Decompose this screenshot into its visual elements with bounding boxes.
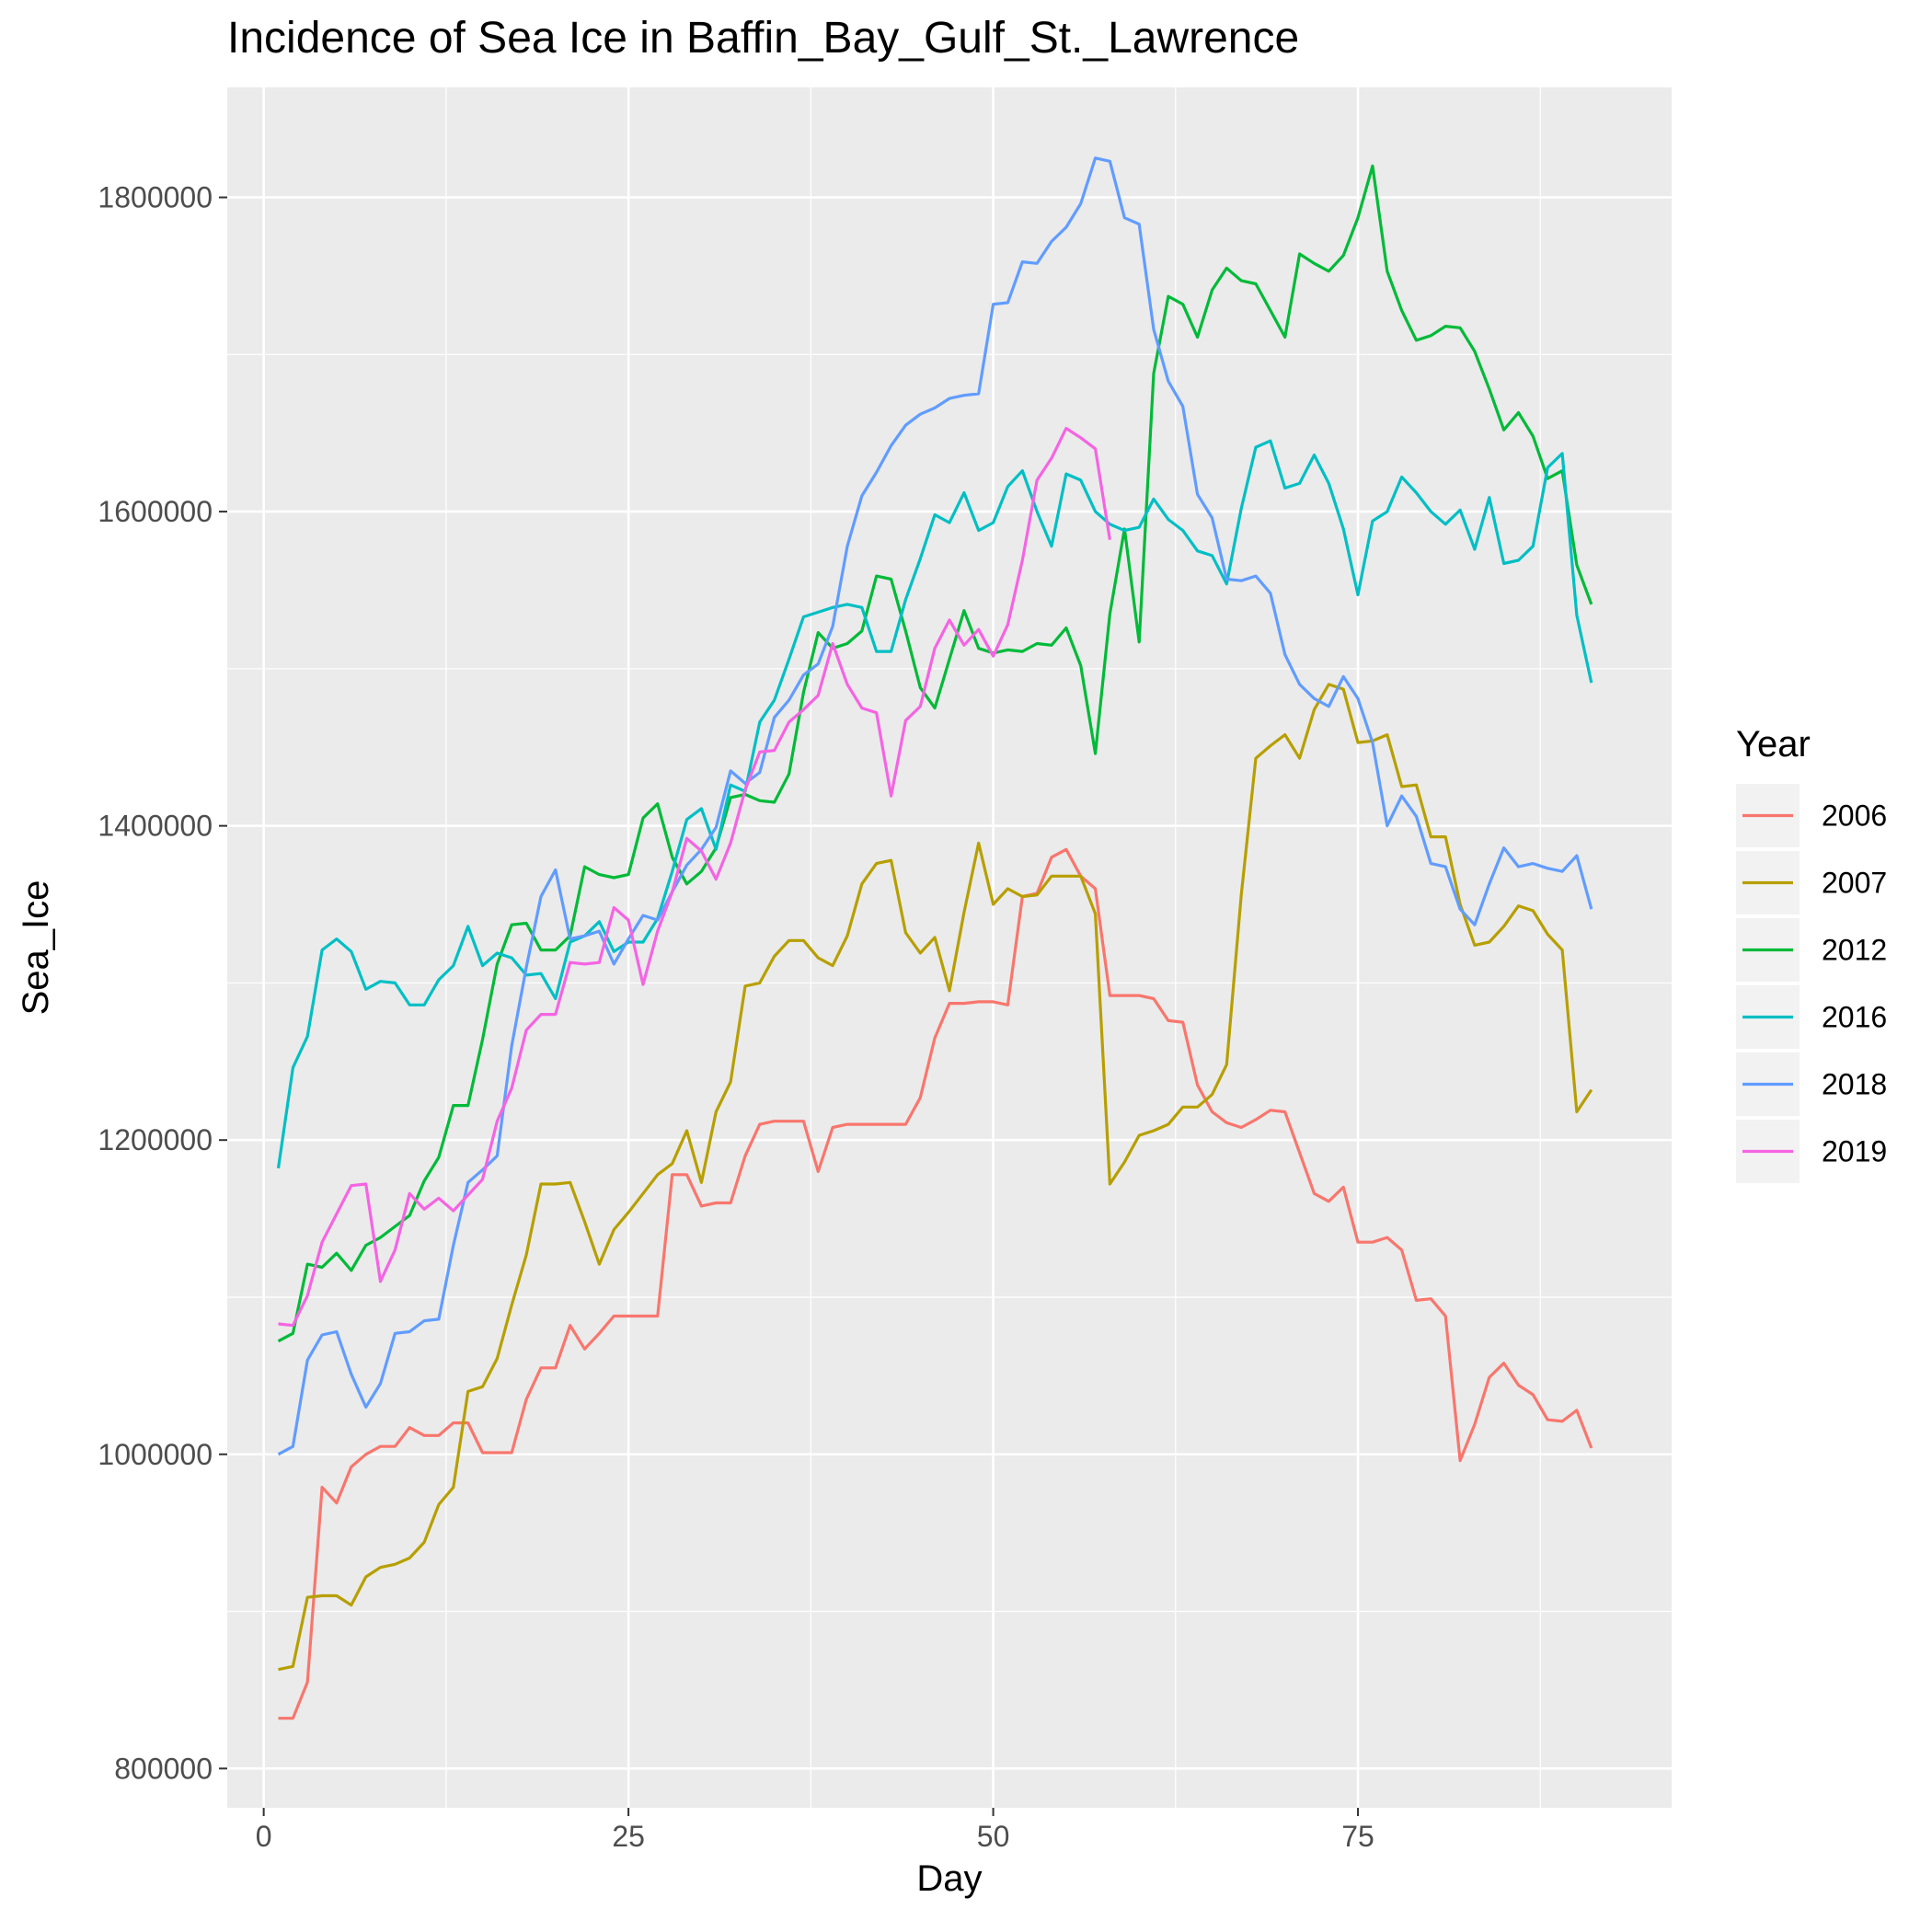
x-axis-title: Day [916, 1858, 982, 1899]
legend-item-2019: 2019 [1736, 1120, 1887, 1183]
y-tick-label: 1600000 [98, 495, 213, 528]
minor-gridlines [227, 87, 1672, 1808]
y-tick-label: 800000 [114, 1752, 213, 1785]
legend-label: 2012 [1822, 934, 1887, 967]
series-line-2019 [278, 427, 1111, 1328]
x-tick-label: 75 [1341, 1820, 1374, 1853]
chart-title: Incidence of Sea Ice in Baffin_Bay_Gulf_… [227, 14, 1299, 63]
major-gridlines [227, 87, 1672, 1808]
legend-label: 2006 [1822, 799, 1887, 833]
legend-item-2016: 2016 [1736, 985, 1887, 1049]
legend-item-2018: 2018 [1736, 1052, 1887, 1116]
legend-item-2012: 2012 [1736, 918, 1887, 982]
y-tick-label: 1800000 [98, 181, 213, 214]
x-tick-label: 50 [977, 1820, 1010, 1853]
y-tick-label: 1000000 [98, 1438, 213, 1471]
series-line-2006 [278, 847, 1593, 1720]
legend: Year 2006 2007 2012 2016 2018 2019 [1736, 724, 1887, 1183]
x-tick-label: 25 [612, 1820, 645, 1853]
legend-title: Year [1736, 724, 1811, 765]
y-axis-title: Sea_Ice [16, 880, 56, 1016]
legend-label: 2018 [1822, 1068, 1887, 1101]
legend-item-2006: 2006 [1736, 784, 1887, 847]
legend-label: 2019 [1822, 1135, 1887, 1168]
x-tick-label: 0 [256, 1820, 272, 1853]
y-axis-ticks: 800000 1000000 1200000 1400000 1600000 180000… [98, 181, 227, 1785]
series-lines [276, 156, 1593, 1720]
legend-label: 2007 [1822, 867, 1887, 900]
y-tick-label: 1200000 [98, 1123, 213, 1156]
series-line-2018 [277, 156, 1593, 1456]
x-axis-ticks: 0 25 50 75 [256, 1808, 1374, 1853]
legend-label: 2016 [1822, 1001, 1887, 1034]
legend-item-2007: 2007 [1736, 851, 1887, 914]
y-tick-label: 1400000 [98, 810, 213, 843]
series-line-2012 [277, 164, 1593, 1343]
series-line-2016 [276, 439, 1593, 1169]
plot-panel [227, 87, 1672, 1808]
